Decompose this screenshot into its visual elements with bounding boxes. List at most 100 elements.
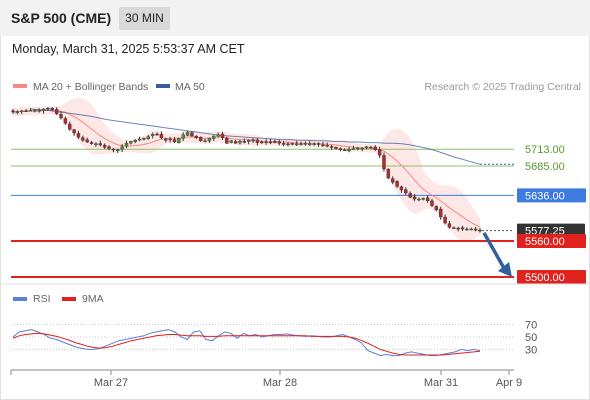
candle-body [343, 149, 347, 151]
chart-credit: Research © 2025 Trading Central [424, 81, 581, 93]
rsi-tick-label: 30 [525, 344, 537, 356]
candle-body [181, 134, 185, 139]
candle-body [41, 108, 46, 111]
bollinger-band-area [13, 97, 480, 242]
x-tick-label: Mar 31 [424, 377, 458, 389]
candle-body [286, 143, 290, 145]
candle-body [198, 137, 203, 142]
candle-body [177, 138, 181, 144]
x-tick-label: Mar 28 [263, 377, 297, 389]
rsi-ma-legend-label: 9MA [82, 293, 104, 305]
candle-body [356, 147, 360, 150]
candle-body [329, 146, 334, 148]
candle-body [164, 138, 168, 141]
candle-body [225, 138, 229, 144]
candle-body [59, 114, 63, 119]
candle-body [399, 186, 404, 191]
candle-body [72, 129, 76, 134]
ma50-legend-swatch [156, 84, 170, 88]
x-tick-label: Mar 27 [94, 377, 128, 389]
pivot-tag [517, 188, 586, 203]
resistance-label: 5713.00 [525, 144, 565, 156]
candle-body [203, 140, 207, 143]
candle-body [207, 138, 212, 142]
chart-timestamp: Monday, March 31, 2025 5:53:37 AM CET [12, 42, 245, 56]
ma20-line [12, 109, 481, 228]
candle-body [238, 141, 242, 144]
candle-body [351, 148, 356, 150]
candle-body [150, 133, 155, 136]
candle-body [233, 141, 238, 144]
candle-body [395, 181, 399, 187]
candle-body [308, 143, 312, 146]
candle-body [11, 110, 15, 113]
candle-body [373, 146, 377, 150]
forecast-arrow-shaft [482, 231, 507, 271]
candle-body [299, 143, 303, 146]
candle-body [325, 144, 329, 147]
candle-body [425, 197, 430, 201]
candle-body [242, 141, 247, 143]
candle-body [377, 149, 382, 156]
candle-body [412, 196, 417, 200]
rsi-legend-swatch [13, 297, 27, 301]
timeframe-button[interactable]: 30 MIN [119, 7, 170, 30]
candle-body [89, 142, 94, 144]
candle-body [312, 143, 316, 146]
candle-body [294, 143, 299, 146]
candle-body [469, 228, 473, 231]
candle-body [360, 147, 364, 150]
chart-legend: MA 20 + Bollinger Bands MA 50 Research ©… [13, 81, 581, 93]
candle-body [364, 146, 369, 149]
pivot-label: 5636.00 [525, 190, 565, 202]
candle-body [46, 107, 50, 110]
candle-body [277, 141, 281, 144]
support-label: 5560.00 [525, 236, 565, 248]
candle-body [81, 137, 85, 141]
candle-body [28, 109, 33, 112]
candle-body [50, 107, 54, 110]
rsi-ma-legend-swatch [62, 297, 76, 301]
candle-body [24, 110, 28, 112]
candle-body [54, 109, 59, 115]
candle-body [124, 142, 129, 147]
candle-body [264, 141, 268, 143]
candle-body [386, 168, 391, 179]
candle-body [107, 146, 111, 149]
candle-body [316, 143, 321, 145]
candle-body [290, 143, 295, 145]
ma50-line [29, 108, 481, 165]
candle-body [456, 227, 460, 230]
candle-body [94, 143, 98, 146]
instrument-title: S&P 500 (CME) [11, 10, 112, 26]
candle-body [478, 229, 482, 232]
support-tag [517, 270, 586, 284]
candle-body [338, 148, 343, 151]
candle-body [85, 139, 89, 143]
candle-body [37, 109, 41, 112]
rsi-tick-label: 70 [525, 320, 537, 332]
rsi-line [12, 329, 481, 357]
candle-body [465, 228, 469, 231]
ma20-legend-swatch [13, 84, 27, 88]
candle-body [382, 155, 386, 170]
candle-body [212, 135, 216, 139]
candle-body [391, 178, 395, 183]
candle-body [421, 198, 425, 200]
candle-body [473, 228, 478, 231]
candle-body [220, 133, 225, 138]
candle-body [347, 148, 351, 151]
candle-body [260, 141, 264, 144]
rsi-legend-label: RSI [33, 293, 51, 305]
candle-body [255, 139, 260, 143]
candle-body [120, 146, 124, 150]
candle-body [194, 136, 199, 139]
candle-body [20, 110, 24, 113]
support-tag [517, 234, 586, 248]
bollinger-bands [13, 97, 480, 242]
candle-body [273, 141, 277, 143]
candle-body [133, 139, 137, 142]
candle-body [369, 146, 373, 149]
candle-body [408, 193, 412, 198]
